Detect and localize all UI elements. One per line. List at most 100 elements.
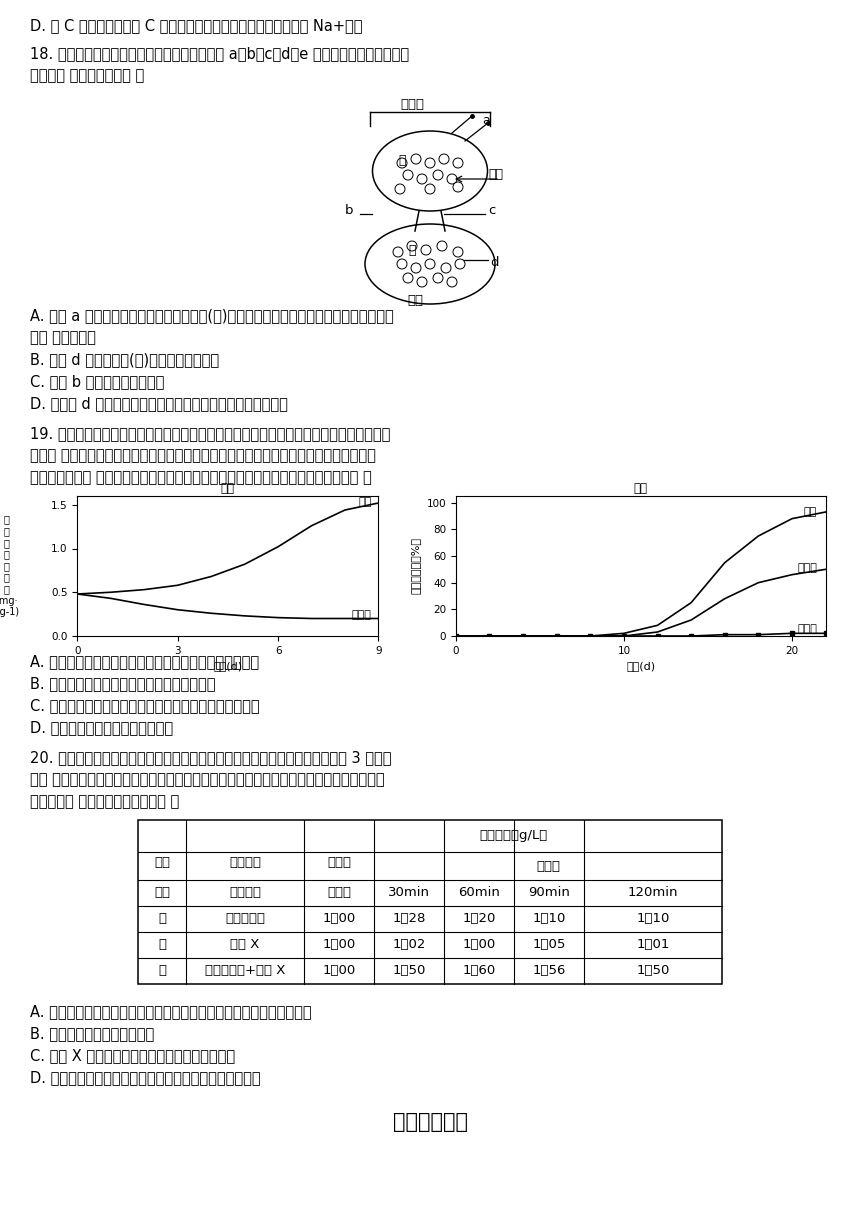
Circle shape xyxy=(425,158,435,168)
Text: 1．02: 1．02 xyxy=(392,939,426,951)
Text: 1．60: 1．60 xyxy=(463,964,495,978)
Text: 1．00: 1．00 xyxy=(322,964,356,978)
Text: A. 处理前需要抽血测定血液中葡萄糖含量，目的是在实验中起对照作用: A. 处理前需要抽血测定血液中葡萄糖含量，目的是在实验中起对照作用 xyxy=(30,1004,311,1019)
Text: 甲: 甲 xyxy=(398,154,406,167)
Text: 1．20: 1．20 xyxy=(463,912,495,925)
Text: 1．28: 1．28 xyxy=(392,912,426,925)
Circle shape xyxy=(425,184,435,195)
Circle shape xyxy=(421,244,431,255)
Text: 1．00: 1．00 xyxy=(322,939,356,951)
Text: 90min: 90min xyxy=(528,886,570,900)
Text: 组别: 组别 xyxy=(154,886,170,900)
Circle shape xyxy=(417,174,427,184)
Text: 血糖浓度（g/L）: 血糖浓度（g/L） xyxy=(479,829,547,843)
Y-axis label: 种子萌发率（%）: 种子萌发率（%） xyxy=(411,537,421,595)
Circle shape xyxy=(411,154,421,164)
Circle shape xyxy=(393,247,403,257)
Text: 红光: 红光 xyxy=(359,497,372,507)
Text: B. 红光处理可能促进种子细胞内赤霉素的合成: B. 红光处理可能促进种子细胞内赤霉素的合成 xyxy=(30,676,216,691)
Text: B. 结构 d 分泌的激素(乙)可能作用于甲状腺: B. 结构 d 分泌的激素(乙)可能作用于甲状腺 xyxy=(30,351,219,367)
Circle shape xyxy=(403,170,413,180)
Text: 非选择题部分: 非选择题部分 xyxy=(392,1111,468,1132)
Circle shape xyxy=(407,241,417,250)
Title: 图甲: 图甲 xyxy=(221,482,235,495)
Y-axis label: 种
子
赤
霉
素
含
量
(mg·
kg-1): 种 子 赤 霉 素 含 量 (mg· kg-1) xyxy=(0,514,19,618)
Circle shape xyxy=(425,259,435,269)
Circle shape xyxy=(411,263,421,274)
Text: 1．00: 1．00 xyxy=(463,939,495,951)
Circle shape xyxy=(439,154,449,164)
Text: 120min: 120min xyxy=(628,886,679,900)
Text: A. 远红光处理莴苣种子使赤霉素含量增加，促进种子萌发: A. 远红光处理莴苣种子使赤霉素含量增加，促进种子萌发 xyxy=(30,654,259,669)
Text: a: a xyxy=(482,114,489,126)
Text: C. 激素 X 的作用可能是促进胰高血糖素升高血糖: C. 激素 X 的作用可能是促进胰高血糖素升高血糖 xyxy=(30,1048,235,1063)
Text: 垂体: 垂体 xyxy=(407,294,423,306)
Text: 1．01: 1．01 xyxy=(636,939,670,951)
Circle shape xyxy=(455,259,465,269)
Text: 如下表。下 列相关叙述错误的是（ ）: 如下表。下 列相关叙述错误的是（ ） xyxy=(30,794,179,809)
Text: 激素 X: 激素 X xyxy=(230,939,260,951)
Text: b: b xyxy=(345,204,353,216)
Text: 子萌发 的实验。其中红光和远红光对莴苣种子赤霉素含量的影响如图甲所示，红光、远红: 子萌发 的实验。其中红光和远红光对莴苣种子赤霉素含量的影响如图甲所示，红光、远红 xyxy=(30,447,376,463)
Text: 动脉: 动脉 xyxy=(488,168,503,181)
Circle shape xyxy=(437,241,447,250)
Text: d: d xyxy=(490,257,499,269)
Circle shape xyxy=(403,274,413,283)
Text: 实验处理: 实验处理 xyxy=(229,856,261,869)
Text: 胰高血糖素: 胰高血糖素 xyxy=(225,912,265,925)
Text: 胰高血糖素+激素 X: 胰高血糖素+激素 X xyxy=(205,964,286,978)
Text: 1．50: 1．50 xyxy=(392,964,426,978)
Text: 处理前: 处理前 xyxy=(327,886,351,900)
Text: 丙: 丙 xyxy=(158,964,166,978)
Text: 60min: 60min xyxy=(458,886,500,900)
Text: 1．05: 1．05 xyxy=(532,939,566,951)
Text: 实验处理: 实验处理 xyxy=(229,886,261,900)
Text: 1．00: 1．00 xyxy=(322,912,356,925)
Title: 图乙: 图乙 xyxy=(634,482,648,495)
Text: 乙: 乙 xyxy=(408,244,415,257)
X-axis label: 时间(d): 时间(d) xyxy=(213,662,243,671)
Text: 远红光: 远红光 xyxy=(797,624,817,634)
Text: 组别: 组别 xyxy=(154,856,170,869)
Text: 节腺 垂体的分泌: 节腺 垂体的分泌 xyxy=(30,330,95,345)
Text: 1．10: 1．10 xyxy=(532,912,566,925)
Text: 1．56: 1．56 xyxy=(532,964,566,978)
Text: D. 赤霉素为种子萌发提供充足营养: D. 赤霉素为种子萌发提供充足营养 xyxy=(30,720,173,734)
Circle shape xyxy=(395,184,405,195)
Bar xyxy=(138,820,722,984)
Text: D. 若结构 d 分泌是生长激素，可以促进组织细胞的生长和分裂: D. 若结构 d 分泌是生长激素，可以促进组织细胞的生长和分裂 xyxy=(30,396,288,411)
X-axis label: 时间(d): 时间(d) xyxy=(626,662,655,671)
Circle shape xyxy=(433,170,443,180)
Text: 处理前: 处理前 xyxy=(327,856,351,869)
Circle shape xyxy=(453,182,463,192)
Text: A. 结构 a 为神经分泌细胞，其分泌的激素(甲)，可直接释放到垂体门脉血管的血液中，调: A. 结构 a 为神经分泌细胞，其分泌的激素(甲)，可直接释放到垂体门脉血管的血… xyxy=(30,308,394,323)
Circle shape xyxy=(447,277,457,287)
Text: C. 红光与赤霉素处理相比，莴苣种子萌发的响应时间相同: C. 红光与赤霉素处理相比，莴苣种子萌发的响应时间相同 xyxy=(30,698,260,713)
Text: 20. 研究发现血糖水平的升高与多种激素有关。用不同激素处理生理状况相同的 3 组健康: 20. 研究发现血糖水平的升高与多种激素有关。用不同激素处理生理状况相同的 3 … xyxy=(30,750,391,765)
Circle shape xyxy=(397,259,407,269)
Text: D. 检测丙组小鼠是否出现尿糖可用本尼迪特试剂进行检测: D. 检测丙组小鼠是否出现尿糖可用本尼迪特试剂进行检测 xyxy=(30,1070,261,1085)
Circle shape xyxy=(433,274,443,283)
Text: 处理后: 处理后 xyxy=(536,860,560,873)
Text: 1．50: 1．50 xyxy=(636,964,670,978)
Circle shape xyxy=(397,158,407,168)
Text: 18. 图为人体下丘脑和垂体的结构示意图，其中 a、b、c、d、e 表示结构，甲、乙表示激: 18. 图为人体下丘脑和垂体的结构示意图，其中 a、b、c、d、e 表示结构，甲… xyxy=(30,46,409,61)
Circle shape xyxy=(453,247,463,257)
Text: 素。下列 叙述错误的是（ ）: 素。下列 叙述错误的是（ ） xyxy=(30,68,144,83)
Circle shape xyxy=(447,174,457,184)
Circle shape xyxy=(417,277,427,287)
Text: 1．10: 1．10 xyxy=(636,912,670,925)
Text: c: c xyxy=(488,204,495,216)
Text: 红光: 红光 xyxy=(804,507,817,517)
Text: 赤霉素: 赤霉素 xyxy=(797,563,817,573)
Text: D. 若 C 为乙酰胆碱，当 C 与乙表面的特异性受体结合时，将导致 Na+内流: D. 若 C 为乙酰胆碱，当 C 与乙表面的特异性受体结合时，将导致 Na+内流 xyxy=(30,18,363,33)
Circle shape xyxy=(453,158,463,168)
Text: 30min: 30min xyxy=(388,886,430,900)
Text: 下丘脑: 下丘脑 xyxy=(400,98,424,111)
Text: 光及外施赤霉素 对莴苣种子萌发的影响如图乙所示。据图分析，下列叙述正确的是（ ）: 光及外施赤霉素 对莴苣种子萌发的影响如图乙所示。据图分析，下列叙述正确的是（ ） xyxy=(30,471,372,485)
Text: 乙: 乙 xyxy=(158,939,166,951)
Text: C. 结构 b 能分泌催乳素等激素: C. 结构 b 能分泌催乳素等激素 xyxy=(30,375,164,389)
Circle shape xyxy=(441,263,451,274)
Text: 甲: 甲 xyxy=(158,912,166,925)
Text: B. 本实验的自变量是血糖浓度: B. 本实验的自变量是血糖浓度 xyxy=(30,1026,154,1041)
